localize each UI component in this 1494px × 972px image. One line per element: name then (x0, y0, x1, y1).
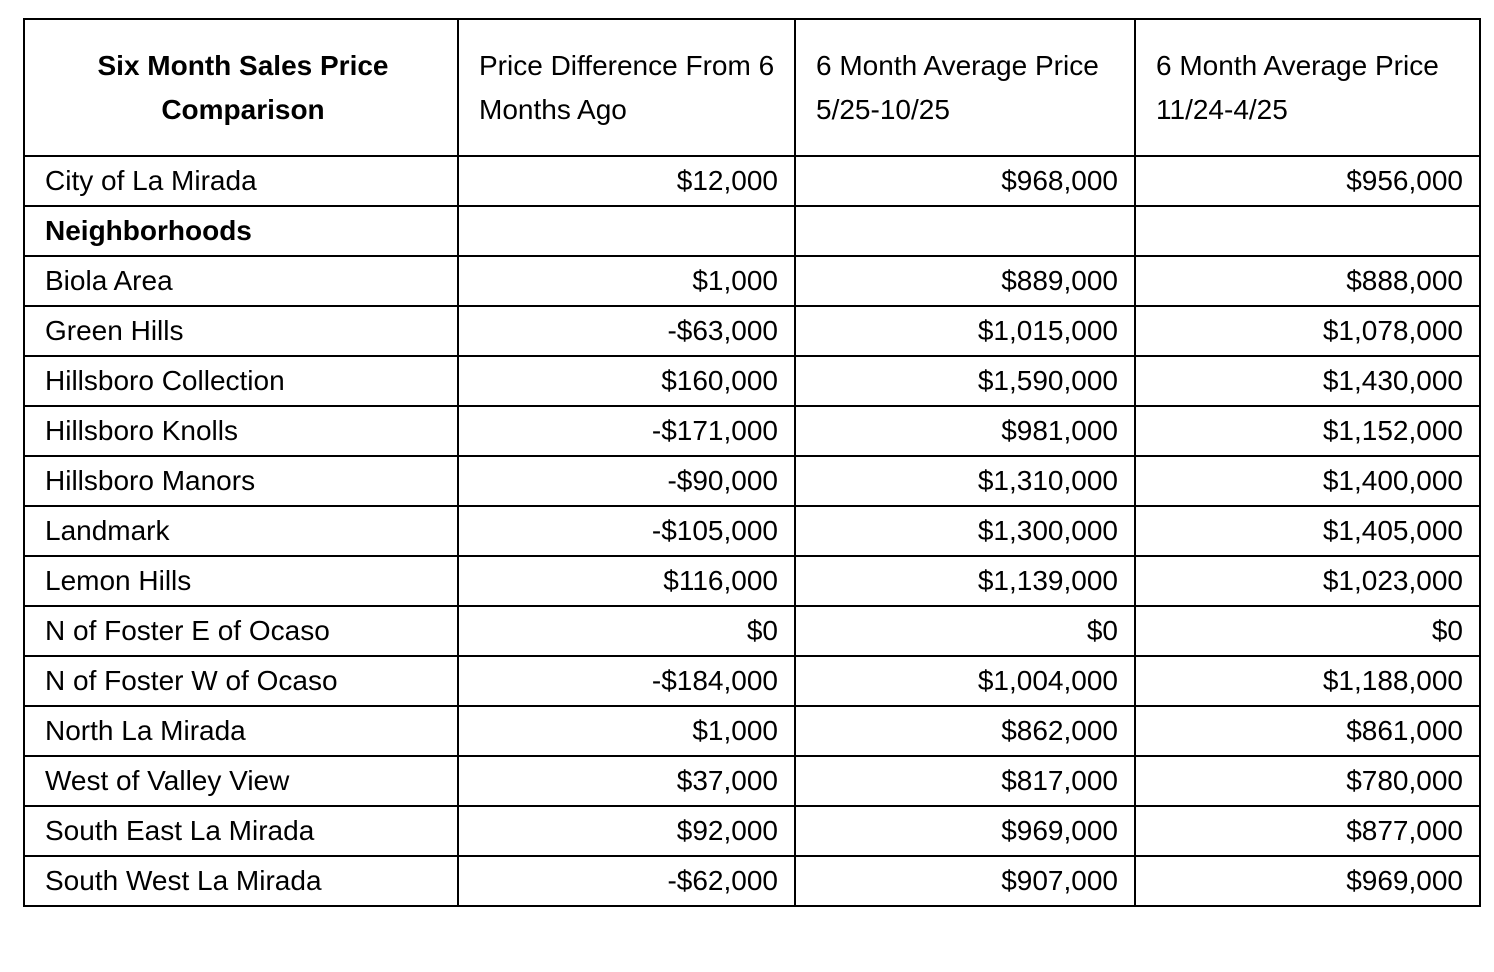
value-cell: $981,000 (794, 405, 1136, 457)
value-cell: $1,400,000 (1134, 455, 1481, 507)
table-row: N of Foster W of Ocaso -$184,000 $1,004,00… (23, 655, 1481, 707)
value-cell: $0 (457, 605, 796, 657)
table-row: West of Valley View $37,000 $817,000 $780,0… (23, 755, 1481, 807)
table-row: Neighborhoods (23, 205, 1481, 257)
value-cell: $969,000 (794, 805, 1136, 857)
value-cell: -$171,000 (457, 405, 796, 457)
value-cell: -$63,000 (457, 305, 796, 357)
value-cell: $1,000 (457, 255, 796, 307)
value-cell: $1,300,000 (794, 505, 1136, 557)
value-cell: $888,000 (1134, 255, 1481, 307)
value-cell: $780,000 (1134, 755, 1481, 807)
value-cell: $1,139,000 (794, 555, 1136, 607)
value-cell: $1,430,000 (1134, 355, 1481, 407)
row-label: North La Mirada (23, 705, 459, 757)
value-cell: $12,000 (457, 155, 796, 207)
row-label: Lemon Hills (23, 555, 459, 607)
value-cell: $1,078,000 (1134, 305, 1481, 357)
header-cell: 6 Month Average Price 5/25-10/25 (794, 18, 1136, 157)
table-row: Green Hills -$63,000 $1,015,000 $1,078,000 (23, 305, 1481, 357)
table-header: Six Month Sales Price Comparison Price Di… (23, 18, 1481, 157)
value-cell: $889,000 (794, 255, 1136, 307)
table-row: Biola Area $1,000 $889,000 $888,000 (23, 255, 1481, 307)
row-label: Biola Area (23, 255, 459, 307)
value-cell: $37,000 (457, 755, 796, 807)
value-cell: $1,405,000 (1134, 505, 1481, 557)
table-row: Hillsboro Knolls -$171,000 $981,000 $1,152,… (23, 405, 1481, 457)
value-cell: $969,000 (1134, 855, 1481, 907)
row-label: City of La Mirada (23, 155, 459, 207)
value-cell: $160,000 (457, 355, 796, 407)
value-cell: $817,000 (794, 755, 1136, 807)
value-cell: $862,000 (794, 705, 1136, 757)
table-row: Hillsboro Manors -$90,000 $1,310,000 $1,400… (23, 455, 1481, 507)
empty-cell (1134, 205, 1481, 257)
value-cell: -$184,000 (457, 655, 796, 707)
row-label: South West La Mirada (23, 855, 459, 907)
value-cell: $1,000 (457, 705, 796, 757)
table-row: Hillsboro Collection $160,000 $1,590,000 $1… (23, 355, 1481, 407)
row-label: Hillsboro Knolls (23, 405, 459, 457)
row-label: Landmark (23, 505, 459, 557)
header-cell: Six Month Sales Price Comparison (23, 18, 459, 157)
value-cell: $92,000 (457, 805, 796, 857)
value-cell: $1,015,000 (794, 305, 1136, 357)
empty-cell (794, 205, 1136, 257)
row-label: Hillsboro Manors (23, 455, 459, 507)
table-row: North La Mirada $1,000 $862,000 $861,000 (23, 705, 1481, 757)
value-cell: $1,188,000 (1134, 655, 1481, 707)
row-label: Hillsboro Collection (23, 355, 459, 407)
value-cell: $116,000 (457, 555, 796, 607)
row-label: N of Foster W of Ocaso (23, 655, 459, 707)
value-cell: $861,000 (1134, 705, 1481, 757)
value-cell: $1,023,000 (1134, 555, 1481, 607)
empty-cell (457, 205, 796, 257)
table-body: City of La Mirada $12,000 $968,000 $956,000… (23, 155, 1481, 907)
header-row: Six Month Sales Price Comparison Price Di… (23, 18, 1481, 157)
price-table: Six Month Sales Price Comparison Price Di… (23, 18, 1481, 907)
header-cell: Price Difference From 6 Months Ago (457, 18, 796, 157)
value-cell: -$105,000 (457, 505, 796, 557)
row-label: Green Hills (23, 305, 459, 357)
value-cell: $956,000 (1134, 155, 1481, 207)
value-cell: -$90,000 (457, 455, 796, 507)
value-cell: $877,000 (1134, 805, 1481, 857)
value-cell: $1,152,000 (1134, 405, 1481, 457)
table-row: Lemon Hills $116,000 $1,139,000 $1,023,000 (23, 555, 1481, 607)
value-cell: $968,000 (794, 155, 1136, 207)
table-row: South East La Mirada $92,000 $969,000 $877,… (23, 805, 1481, 857)
row-label: West of Valley View (23, 755, 459, 807)
row-label: N of Foster E of Ocaso (23, 605, 459, 657)
value-cell: -$62,000 (457, 855, 796, 907)
header-cell: 6 Month Average Price 11/24-4/25 (1134, 18, 1481, 157)
value-cell: $1,590,000 (794, 355, 1136, 407)
row-label: Neighborhoods (23, 205, 459, 257)
table-row: N of Foster E of Ocaso $0 $0 $0 (23, 605, 1481, 657)
table-row: South West La Mirada -$62,000 $907,000 $969… (23, 855, 1481, 907)
table-row: Landmark -$105,000 $1,300,000 $1,405,000 (23, 505, 1481, 557)
value-cell: $1,004,000 (794, 655, 1136, 707)
value-cell: $0 (794, 605, 1136, 657)
value-cell: $0 (1134, 605, 1481, 657)
table-row: City of La Mirada $12,000 $968,000 $956,000 (23, 155, 1481, 207)
value-cell: $907,000 (794, 855, 1136, 907)
value-cell: $1,310,000 (794, 455, 1136, 507)
row-label: South East La Mirada (23, 805, 459, 857)
